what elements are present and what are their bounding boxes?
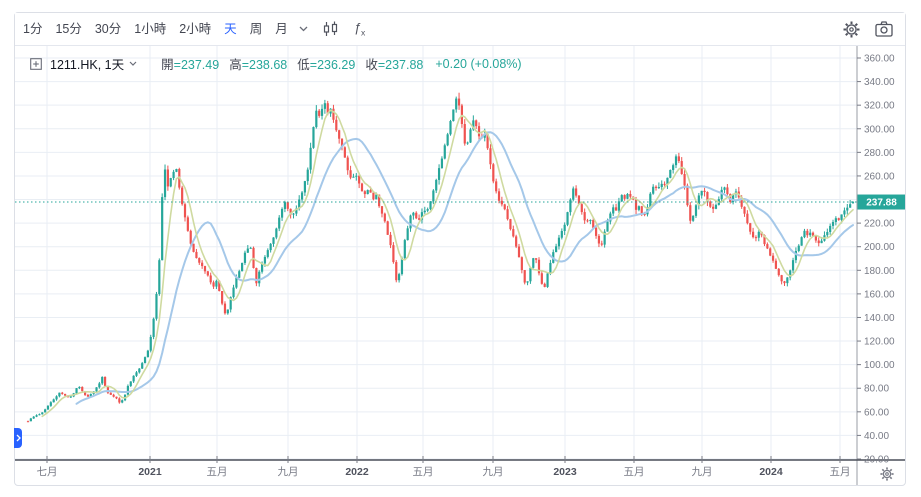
interval-button-30分[interactable]: 30分 — [94, 21, 122, 36]
svg-text:2022: 2022 — [345, 466, 369, 478]
interval-button-1分[interactable]: 1分 — [23, 21, 43, 36]
symbol-title[interactable]: 1211.HK, 1天 — [50, 58, 125, 72]
svg-text:320.00: 320.00 — [864, 101, 895, 112]
svg-text:220.00: 220.00 — [864, 219, 895, 230]
last-price-badge: 237.88 — [857, 194, 905, 210]
symbol-chevron-down-icon[interactable] — [129, 61, 137, 66]
moving-average-line-6 — [41, 109, 854, 418]
svg-text:九月: 九月 — [483, 466, 504, 478]
svg-text:五月: 五月 — [413, 466, 434, 478]
svg-text:五月: 五月 — [207, 466, 228, 478]
interval-button-15分[interactable]: 15分 — [55, 21, 82, 36]
interval-button-月[interactable]: 月 — [275, 21, 288, 36]
svg-text:340.00: 340.00 — [864, 77, 895, 88]
svg-text:五月: 五月 — [830, 466, 851, 478]
low-readout: 低=236.29 — [297, 58, 356, 72]
svg-text:360.00: 360.00 — [864, 54, 895, 65]
add-symbol-icon[interactable] — [30, 57, 42, 70]
candlestick-series — [26, 92, 855, 423]
svg-text:七月: 七月 — [37, 466, 58, 478]
axis-frame — [15, 46, 906, 486]
svg-text:120.00: 120.00 — [864, 337, 895, 348]
interval-button-天[interactable]: 天 — [224, 21, 237, 36]
svg-text:180.00: 180.00 — [864, 266, 895, 277]
change-readout: +0.20 (+0.08%) — [435, 56, 522, 71]
moving-average-line-18 — [75, 131, 854, 405]
chart-type-candles-icon[interactable] — [323, 21, 338, 37]
time-axis[interactable]: 七月 2021 五月 九月 2022 五月 九月 2023 五月 九月 2024 五月 — [37, 456, 851, 478]
chart-widget-panel: 1分 15分 30分 1小時 2小時天周月 ƒx — [14, 12, 906, 486]
interval-button-2小時[interactable]: 2小時 — [179, 21, 212, 36]
svg-text:140.00: 140.00 — [864, 313, 895, 324]
svg-text:300.00: 300.00 — [864, 124, 895, 135]
interval-button-group: 1分 15分 30分 1小時 2小時天周月 — [21, 21, 290, 38]
svg-text:2023: 2023 — [553, 466, 577, 478]
interval-button-周[interactable]: 周 — [249, 21, 263, 36]
indicators-fx-icon[interactable]: ƒx — [353, 19, 366, 38]
svg-text:160.00: 160.00 — [864, 289, 895, 300]
toolbar-right-group — [843, 21, 893, 38]
top-toolbar: 1分 15分 30分 1小時 2小時天周月 ƒx — [15, 13, 905, 46]
interval-chevron-down-icon[interactable] — [299, 26, 308, 32]
close-readout: 收=237.88 — [365, 58, 424, 72]
settings-gear-icon[interactable] — [843, 21, 860, 38]
expand-pane-button[interactable] — [14, 428, 22, 448]
svg-text:2024: 2024 — [759, 466, 783, 478]
svg-text:2021: 2021 — [138, 466, 162, 478]
axis-settings-gear-icon[interactable] — [880, 467, 894, 481]
svg-text:100.00: 100.00 — [864, 360, 895, 371]
interval-button-1小時[interactable]: 1小時 — [134, 21, 167, 36]
svg-text:200.00: 200.00 — [864, 242, 895, 253]
svg-text:20.00: 20.00 — [864, 454, 889, 465]
high-readout: 高=238.68 — [229, 58, 288, 72]
ohlc-readout: 開=237.49 高=238.68 低=236.29 收=237.88 +0.2… — [161, 54, 521, 73]
svg-text:237.88: 237.88 — [866, 198, 897, 209]
svg-text:60.00: 60.00 — [864, 407, 889, 418]
svg-text:260.00: 260.00 — [864, 171, 895, 182]
legend: 1211.HK, 1天 開=237.49 高=238.68 低=236.29 收… — [30, 54, 522, 73]
svg-text:九月: 九月 — [692, 466, 713, 478]
svg-text:280.00: 280.00 — [864, 148, 895, 159]
price-axis[interactable]: 20.00 40.00 60.00 80.00 100.00 120.00 140.00 16… — [857, 54, 895, 466]
snapshot-camera-icon[interactable] — [875, 21, 893, 37]
open-readout: 開=237.49 — [161, 58, 220, 72]
svg-text:40.00: 40.00 — [864, 431, 889, 442]
svg-text:80.00: 80.00 — [864, 384, 889, 395]
svg-text:九月: 九月 — [278, 466, 299, 478]
svg-text:五月: 五月 — [624, 466, 645, 478]
